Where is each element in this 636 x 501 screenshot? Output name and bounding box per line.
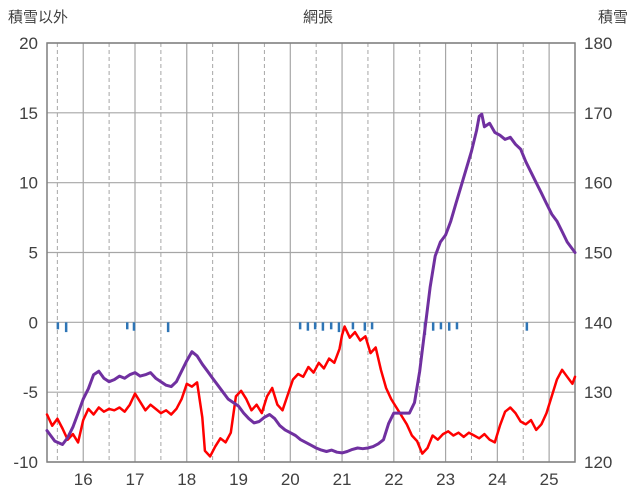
x-axis-tick-label: 20 (281, 470, 300, 489)
right-axis-tick-label: 120 (584, 453, 612, 472)
left-axis-tick-label: -10 (13, 453, 38, 472)
left-axis-tick-label: 15 (19, 104, 38, 123)
right-axis-tick-label: 180 (584, 34, 612, 53)
x-axis-tick-label: 19 (229, 470, 248, 489)
right-axis-tick-label: 160 (584, 174, 612, 193)
right-axis-tick-label: 150 (584, 244, 612, 263)
left-axis-tick-label: 5 (29, 244, 38, 263)
left-axis-tick-label: 10 (19, 174, 38, 193)
right-axis-tick-label: 170 (584, 104, 612, 123)
x-axis-tick-label: 25 (540, 470, 559, 489)
precipitation-ticks (56, 322, 529, 335)
x-axis-tick-label: 24 (488, 470, 507, 489)
x-axis-tick-label: 17 (126, 470, 145, 489)
left-axis-tick-label: -5 (23, 383, 38, 402)
right-axis-tick-label: 140 (584, 313, 612, 332)
x-axis-tick-label: 23 (436, 470, 455, 489)
left-axis-title: 積雪以外 (8, 9, 69, 26)
left-axis-tick-label: 0 (29, 313, 38, 332)
gridlines (47, 42, 575, 463)
right-axis-title: 積雪 (597, 9, 628, 26)
x-axis-tick-label: 22 (384, 470, 403, 489)
left-axis-tick-label: 20 (19, 34, 38, 53)
axis-tick-labels: 20 15 10 5 0 -5 -10 180 170 160 150 140 130 120 16 17 18… (13, 34, 612, 489)
x-axis-tick-label: 21 (333, 470, 352, 489)
sekisetsu-line (45, 112, 577, 455)
x-axis-tick-label: 18 (177, 470, 196, 489)
right-axis-tick-label: 130 (584, 383, 612, 402)
sekisetsu-igai-line (45, 325, 577, 458)
x-axis-tick-label: 16 (74, 470, 93, 489)
